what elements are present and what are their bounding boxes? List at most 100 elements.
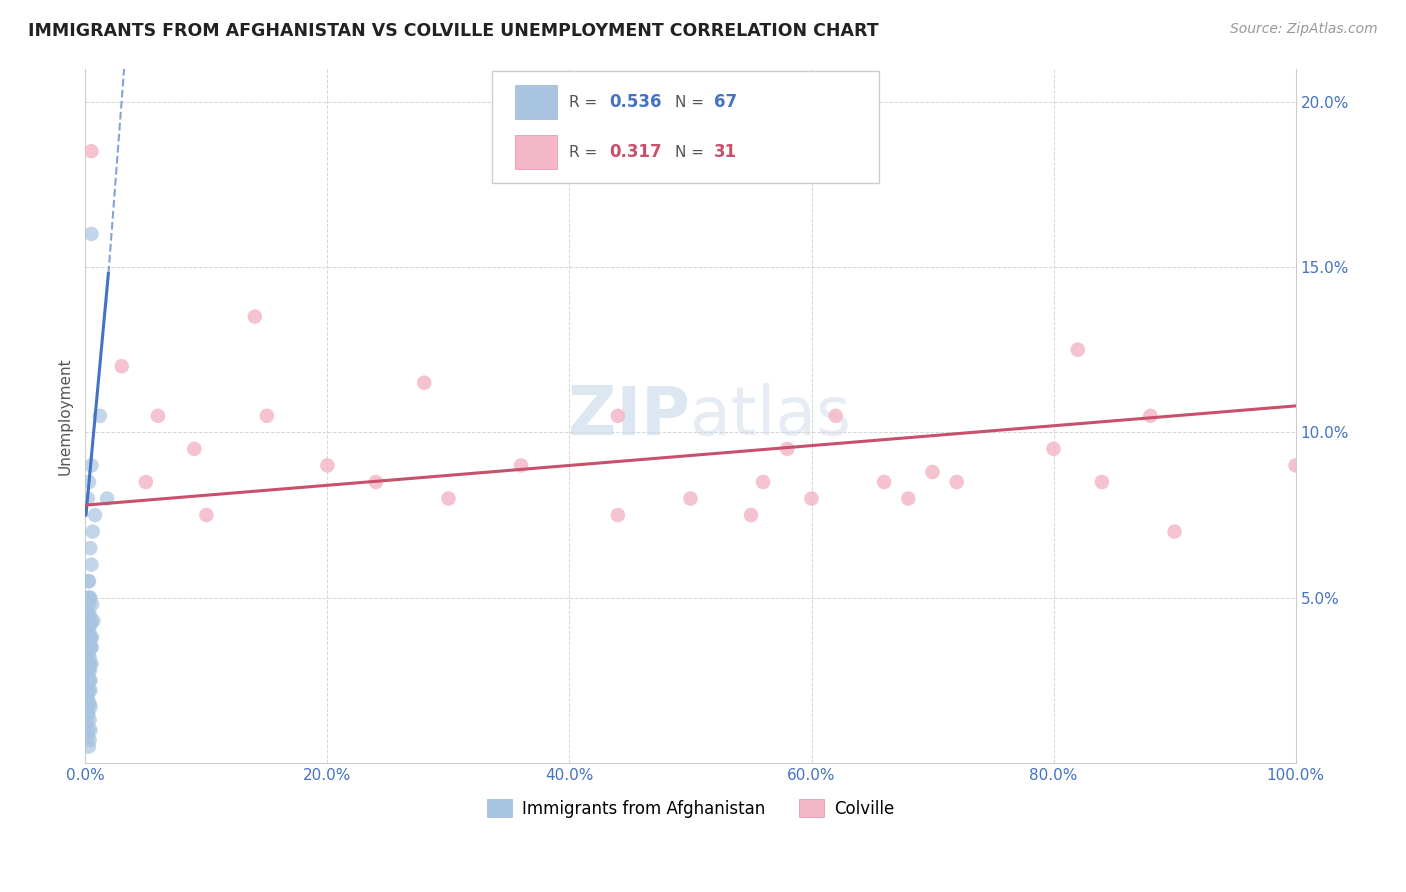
Text: ZIP: ZIP bbox=[568, 383, 690, 449]
Point bbox=[79, 673, 101, 688]
Point bbox=[76, 624, 98, 638]
Point bbox=[135, 475, 157, 489]
Point bbox=[1163, 524, 1185, 539]
Point bbox=[76, 647, 98, 661]
Point bbox=[76, 624, 98, 638]
Point bbox=[76, 607, 98, 622]
Text: 0.536: 0.536 bbox=[609, 93, 661, 112]
Point bbox=[79, 591, 101, 605]
Point bbox=[77, 624, 100, 638]
Point bbox=[79, 697, 101, 711]
Point bbox=[740, 508, 762, 522]
Point bbox=[79, 591, 101, 605]
Point bbox=[77, 697, 100, 711]
Point bbox=[77, 574, 100, 589]
Text: R =: R = bbox=[569, 95, 603, 110]
Point bbox=[79, 713, 101, 727]
Point bbox=[824, 409, 846, 423]
Point bbox=[76, 591, 98, 605]
Point bbox=[79, 683, 101, 698]
Text: Source: ZipAtlas.com: Source: ZipAtlas.com bbox=[1230, 22, 1378, 37]
Point bbox=[80, 145, 103, 159]
Point bbox=[80, 558, 103, 572]
Point bbox=[76, 706, 98, 721]
Point bbox=[79, 673, 101, 688]
Point bbox=[80, 227, 103, 241]
Point bbox=[75, 640, 97, 655]
Point bbox=[79, 699, 101, 714]
Point bbox=[79, 650, 101, 665]
Point bbox=[77, 739, 100, 754]
Legend: Immigrants from Afghanistan, Colville: Immigrants from Afghanistan, Colville bbox=[481, 793, 901, 824]
Point bbox=[76, 690, 98, 704]
Point bbox=[80, 614, 103, 628]
Text: R =: R = bbox=[569, 145, 603, 160]
Point bbox=[77, 723, 100, 737]
Point bbox=[1284, 458, 1306, 473]
Point bbox=[256, 409, 278, 423]
Point bbox=[413, 376, 436, 390]
Point bbox=[921, 465, 943, 479]
Point bbox=[77, 574, 100, 589]
Point bbox=[79, 664, 101, 678]
Text: 67: 67 bbox=[714, 93, 737, 112]
Text: IMMIGRANTS FROM AFGHANISTAN VS COLVILLE UNEMPLOYMENT CORRELATION CHART: IMMIGRANTS FROM AFGHANISTAN VS COLVILLE … bbox=[28, 22, 879, 40]
Point bbox=[82, 614, 104, 628]
Point bbox=[77, 475, 100, 489]
Point bbox=[77, 673, 100, 688]
Point bbox=[79, 723, 101, 737]
Point bbox=[77, 607, 100, 622]
Point bbox=[945, 475, 967, 489]
Point bbox=[89, 409, 111, 423]
Point bbox=[79, 631, 101, 645]
Text: N =: N = bbox=[675, 145, 709, 160]
Point bbox=[76, 690, 98, 704]
Point bbox=[873, 475, 896, 489]
Y-axis label: Unemployment: Unemployment bbox=[58, 357, 72, 475]
Point bbox=[77, 647, 100, 661]
Point bbox=[80, 640, 103, 655]
Point bbox=[80, 631, 103, 645]
Point bbox=[776, 442, 799, 456]
Point bbox=[1042, 442, 1064, 456]
Point bbox=[76, 650, 98, 665]
Point bbox=[364, 475, 387, 489]
Point bbox=[76, 666, 98, 681]
Point bbox=[77, 706, 100, 721]
Point bbox=[437, 491, 460, 506]
Point bbox=[79, 607, 101, 622]
Point bbox=[76, 633, 98, 648]
Point bbox=[96, 491, 118, 506]
Point bbox=[897, 491, 920, 506]
Text: 0.317: 0.317 bbox=[609, 143, 661, 161]
Point bbox=[79, 657, 101, 671]
Point bbox=[77, 598, 100, 612]
Point bbox=[80, 458, 103, 473]
Point bbox=[79, 617, 101, 632]
Point bbox=[77, 617, 100, 632]
Point bbox=[82, 524, 104, 539]
Point bbox=[80, 631, 103, 645]
Point bbox=[800, 491, 823, 506]
Point bbox=[76, 730, 98, 744]
Point bbox=[606, 409, 628, 423]
Point bbox=[183, 442, 205, 456]
Point bbox=[76, 680, 98, 694]
Point bbox=[316, 458, 339, 473]
Point bbox=[195, 508, 218, 522]
Point bbox=[1067, 343, 1090, 357]
Point bbox=[679, 491, 702, 506]
Point bbox=[76, 716, 98, 731]
Point bbox=[84, 508, 107, 522]
Point bbox=[80, 657, 103, 671]
Point bbox=[76, 657, 98, 671]
Point bbox=[80, 598, 103, 612]
Point bbox=[79, 640, 101, 655]
Point bbox=[79, 733, 101, 747]
Point bbox=[76, 491, 98, 506]
Point bbox=[510, 458, 533, 473]
Text: N =: N = bbox=[675, 95, 709, 110]
Point bbox=[77, 657, 100, 671]
Point bbox=[111, 359, 134, 374]
Point bbox=[243, 310, 266, 324]
